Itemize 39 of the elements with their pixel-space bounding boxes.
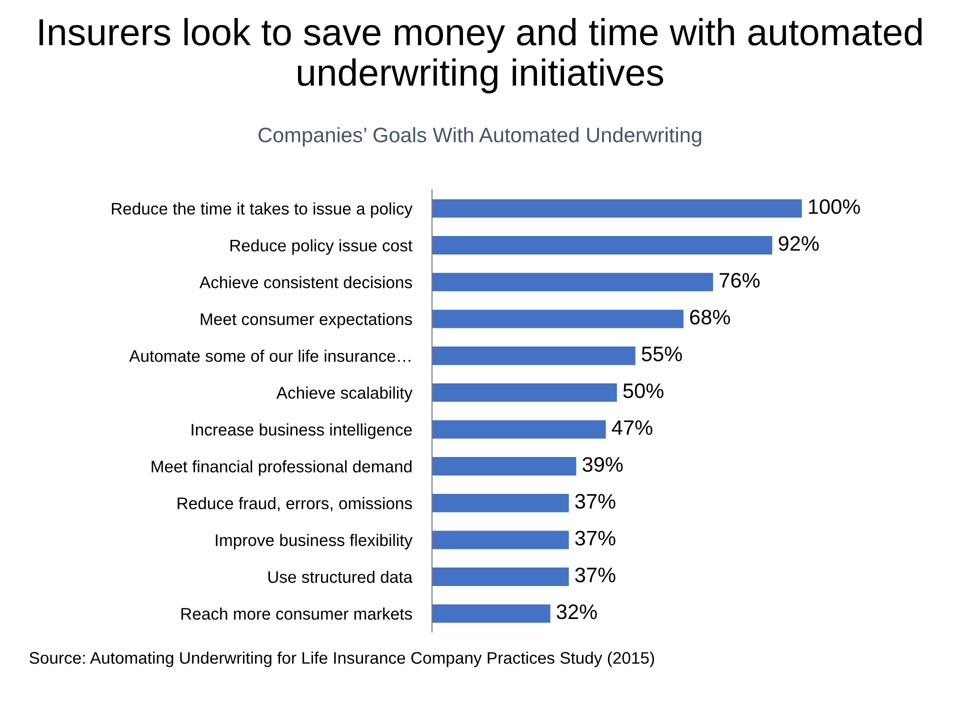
data-label: 37% [575,530,616,546]
bar [432,346,636,365]
bar [432,383,617,402]
data-label: 32% [556,604,597,620]
y-tick-label: Reduce fraud, errors, omissions [178,497,412,512]
data-label: 50% [623,383,664,398]
bar [432,530,569,550]
bar [432,420,606,439]
chart-title: Insurers look to save money and time with automated underwriting initiatives [40,18,922,94]
y-tick-label: Use structured data [268,570,413,583]
y-tick-label: Meet consumer expectations [200,312,412,328]
y-tick-label: Increase business intelligence [192,423,412,439]
y-tick-label: Reduce policy issue cost [230,239,412,255]
source-note: Source: Automating Underwriting for Life Insurance Company Practices Study (2015) [30,652,654,668]
data-label: 92% [778,236,819,251]
bar [432,568,569,586]
data-label: 37% [575,568,616,582]
y-tick-label: Automate some of our life insurance… [129,350,410,362]
bar [432,272,714,292]
data-label: 76% [720,272,760,288]
data-label: 55% [642,346,682,362]
bar [432,457,576,476]
y-tick-label: Achieve consistent decisions [200,276,412,288]
bar [432,236,772,254]
y-tick-label: Reach more consumer markets [181,608,412,620]
bar [432,604,550,623]
bar [432,310,684,328]
data-label: 39% [582,457,623,472]
y-tick-label: Improve business flexibility [216,534,413,550]
y-tick-label: Achieve scalability [276,386,413,402]
y-tick-label: Reduce the time it takes to issue a policy [112,202,413,218]
chart-subtitle: Companies’ Goals With Automated Underwriting [258,127,702,147]
data-label: 47% [612,420,652,435]
bar [432,494,569,512]
bar [432,199,802,218]
data-label: 100% [808,199,860,214]
y-tick-label: Meet financial professional demand [152,460,412,476]
data-label: 37% [575,494,616,509]
data-label: 68% [690,310,730,325]
